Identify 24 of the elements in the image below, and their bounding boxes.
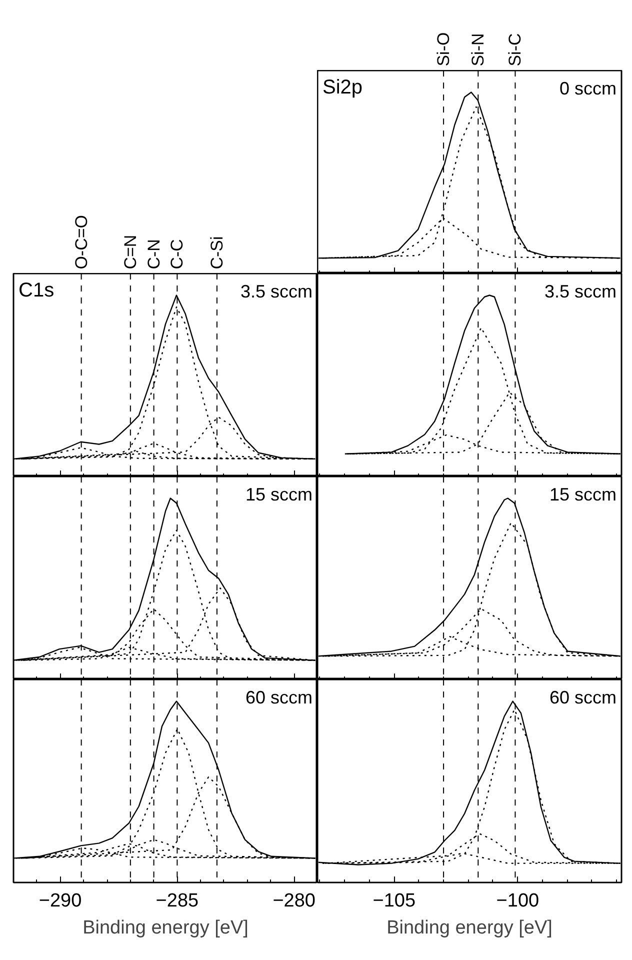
x-tick-label: −280 (272, 890, 316, 912)
chart-title: 0 sccm (559, 78, 617, 98)
x-axis-title: Binding energy [eV] (82, 918, 248, 938)
ref-line-label: C=N (120, 234, 140, 270)
chart-title: 3.5 sccm (240, 282, 313, 302)
ref-line-label: O-C=O (72, 214, 91, 270)
chart-subtitle: C1s (18, 280, 54, 302)
ref-line-label: Si-N (468, 33, 488, 66)
ref-line-label: Si-C (506, 33, 525, 66)
ref-line-label: Si-O (434, 32, 454, 66)
chart-title: 3.5 sccm (544, 282, 617, 302)
chart-title: 60 sccm (549, 688, 617, 708)
chart-title: 15 sccm (245, 484, 313, 504)
ref-line-label: C-C (168, 239, 187, 270)
x-tick-label: −290 (38, 890, 82, 912)
x-tick-label: −285 (156, 890, 199, 912)
x-tick-label: −105 (372, 890, 416, 912)
chart-title: 15 sccm (549, 484, 617, 504)
ref-line-label: C-Si (207, 236, 226, 270)
chart-subtitle: Si2p (322, 76, 363, 98)
ref-line-label: C-N (144, 239, 164, 270)
x-axis-title: Binding energy [eV] (386, 918, 552, 938)
x-tick-label: −100 (496, 890, 540, 912)
chart-title: 60 sccm (245, 688, 313, 708)
